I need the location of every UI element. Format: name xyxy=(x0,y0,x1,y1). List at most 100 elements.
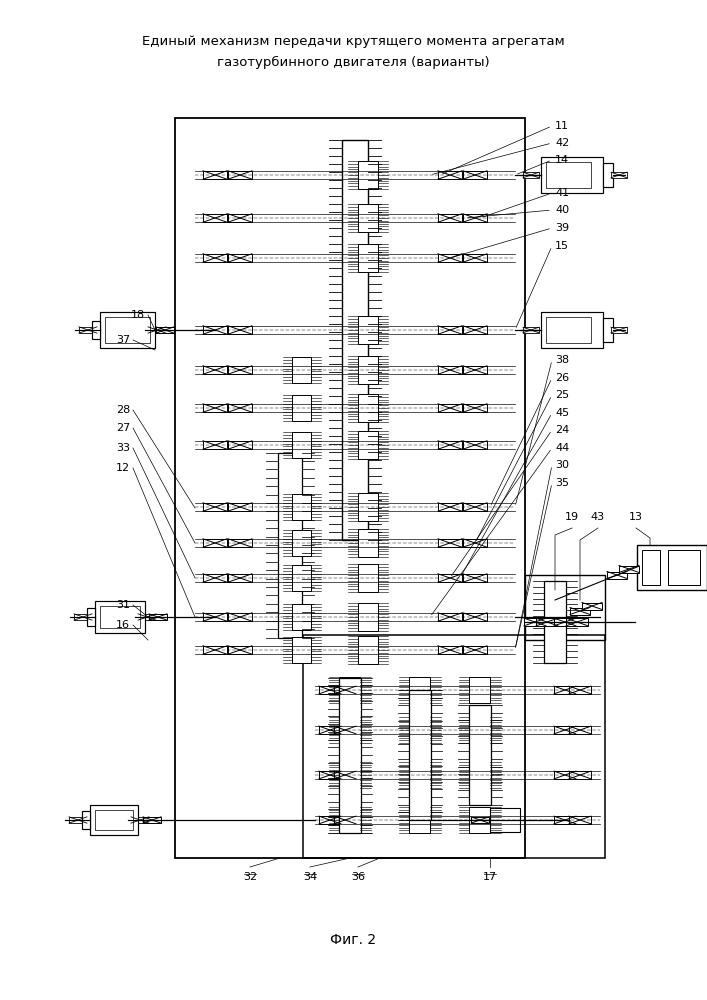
Bar xyxy=(319,726,341,734)
Bar xyxy=(90,805,138,835)
Bar xyxy=(319,686,341,694)
Bar xyxy=(175,118,525,858)
Bar xyxy=(339,678,361,832)
Bar xyxy=(463,214,487,222)
Text: 24: 24 xyxy=(555,425,569,435)
Bar xyxy=(156,327,174,333)
Bar xyxy=(554,618,576,626)
Text: 38: 38 xyxy=(555,355,569,365)
Bar xyxy=(293,637,312,663)
Bar xyxy=(358,529,378,557)
Text: 30: 30 xyxy=(555,460,569,470)
Bar xyxy=(74,614,92,620)
Bar xyxy=(293,530,312,556)
Text: 14: 14 xyxy=(555,155,569,165)
Bar xyxy=(358,603,378,631)
Bar xyxy=(228,539,252,547)
Bar xyxy=(438,214,462,222)
Bar xyxy=(358,564,378,592)
Bar xyxy=(95,810,133,830)
Bar xyxy=(490,808,520,832)
Bar xyxy=(358,316,378,344)
Bar xyxy=(603,318,613,342)
Bar xyxy=(544,581,566,663)
Bar xyxy=(203,613,227,621)
Bar xyxy=(438,613,462,621)
Bar xyxy=(536,618,558,626)
Bar xyxy=(149,614,167,620)
Bar xyxy=(668,550,700,585)
Bar xyxy=(228,646,252,654)
Bar xyxy=(228,214,252,222)
Text: 28: 28 xyxy=(116,405,130,415)
Text: 45: 45 xyxy=(555,408,569,418)
Bar xyxy=(438,441,462,449)
Bar xyxy=(554,771,576,779)
Bar xyxy=(339,677,361,703)
Bar xyxy=(569,726,591,734)
Bar xyxy=(95,601,145,633)
Bar xyxy=(358,636,378,664)
Text: 13: 13 xyxy=(629,512,643,522)
Bar xyxy=(463,254,487,262)
Bar xyxy=(293,357,312,383)
Bar xyxy=(619,566,639,572)
Text: Фиг. 2: Фиг. 2 xyxy=(330,933,377,947)
Bar xyxy=(463,366,487,374)
Text: 36: 36 xyxy=(351,872,365,882)
Bar xyxy=(603,163,613,187)
Bar xyxy=(569,771,591,779)
Bar xyxy=(334,771,356,779)
Bar xyxy=(409,717,431,743)
Bar xyxy=(334,686,356,694)
Bar xyxy=(438,574,462,582)
Bar xyxy=(463,539,487,547)
Bar xyxy=(228,574,252,582)
Text: 19: 19 xyxy=(565,512,579,522)
Text: 26: 26 xyxy=(555,373,569,383)
Bar xyxy=(438,366,462,374)
Bar xyxy=(611,327,627,333)
Bar xyxy=(228,404,252,412)
Bar xyxy=(438,646,462,654)
Bar xyxy=(342,140,368,540)
Bar xyxy=(469,705,491,805)
Text: 35: 35 xyxy=(555,478,569,488)
Bar xyxy=(293,395,312,421)
Text: 11: 11 xyxy=(555,121,569,131)
Bar xyxy=(203,214,227,222)
Text: 37: 37 xyxy=(116,335,130,345)
Bar xyxy=(409,762,431,788)
Bar xyxy=(293,565,312,591)
Bar xyxy=(541,312,603,348)
Bar xyxy=(203,326,227,334)
Bar xyxy=(358,493,378,521)
Bar xyxy=(409,807,431,833)
Bar xyxy=(463,326,487,334)
Bar xyxy=(334,726,356,734)
Bar xyxy=(228,613,252,621)
Bar xyxy=(469,717,491,743)
Bar xyxy=(409,677,431,703)
Bar xyxy=(471,817,489,823)
Bar xyxy=(228,503,252,511)
Bar xyxy=(100,606,140,628)
Text: 18: 18 xyxy=(131,310,145,320)
Bar xyxy=(607,572,627,578)
Bar xyxy=(523,172,539,178)
Bar xyxy=(554,686,576,694)
Bar xyxy=(566,618,588,626)
Bar xyxy=(463,503,487,511)
Text: 34: 34 xyxy=(303,872,317,882)
Text: 32: 32 xyxy=(243,872,257,882)
Bar xyxy=(203,404,227,412)
Bar xyxy=(339,762,361,788)
Bar xyxy=(358,394,378,422)
Text: 17: 17 xyxy=(483,872,497,882)
Bar xyxy=(339,807,361,833)
Bar xyxy=(228,441,252,449)
Bar xyxy=(546,317,591,343)
Bar xyxy=(228,171,252,179)
Bar xyxy=(143,817,161,823)
Bar xyxy=(148,327,166,333)
